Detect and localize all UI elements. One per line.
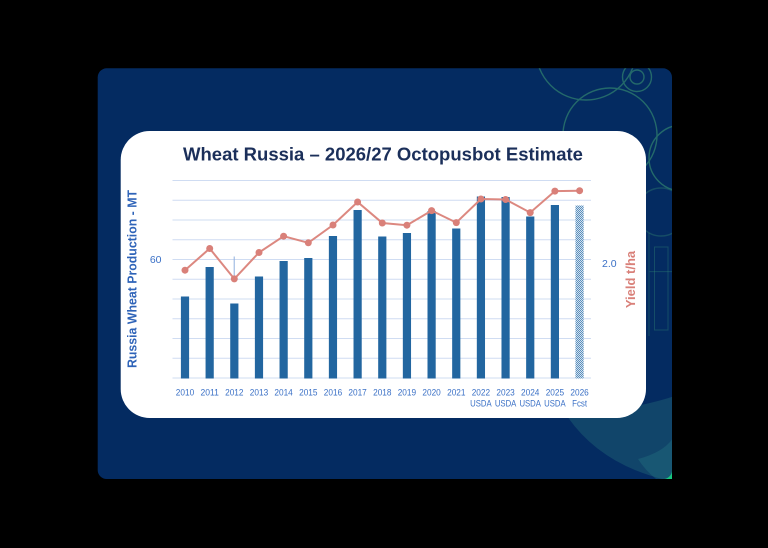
svg-text:2024: 2024 (521, 387, 539, 398)
svg-text:Yield t/ha: Yield t/ha (623, 250, 638, 308)
svg-text:2012: 2012 (225, 387, 243, 398)
svg-text:2013: 2013 (250, 387, 268, 398)
svg-text:60: 60 (150, 254, 162, 266)
svg-text:2010: 2010 (176, 387, 194, 398)
svg-text:2026: 2026 (570, 387, 588, 398)
svg-text:2019: 2019 (398, 387, 416, 398)
svg-text:USDA: USDA (470, 399, 492, 410)
svg-text:2023: 2023 (496, 387, 514, 398)
svg-text:2.0: 2.0 (602, 258, 617, 270)
svg-text:USDA: USDA (544, 399, 566, 410)
svg-text:USDA: USDA (519, 399, 541, 410)
svg-text:2014: 2014 (274, 387, 292, 398)
svg-text:2020: 2020 (422, 387, 440, 398)
svg-text:2016: 2016 (324, 387, 342, 398)
svg-text:2017: 2017 (348, 387, 366, 398)
svg-text:2018: 2018 (373, 387, 391, 398)
svg-text:Russia Wheat Production - MT: Russia Wheat Production - MT (125, 190, 139, 368)
svg-text:Wheat Russia – 2026/27 Octopus: Wheat Russia – 2026/27 Octopusbot Estima… (183, 144, 583, 165)
svg-text:2022: 2022 (472, 387, 490, 398)
svg-text:2021: 2021 (447, 387, 465, 398)
svg-text:2011: 2011 (201, 387, 219, 398)
svg-text:2015: 2015 (299, 387, 317, 398)
svg-text:Fcst: Fcst (572, 399, 587, 410)
svg-text:2025: 2025 (546, 387, 564, 398)
svg-text:USDA: USDA (495, 399, 517, 410)
